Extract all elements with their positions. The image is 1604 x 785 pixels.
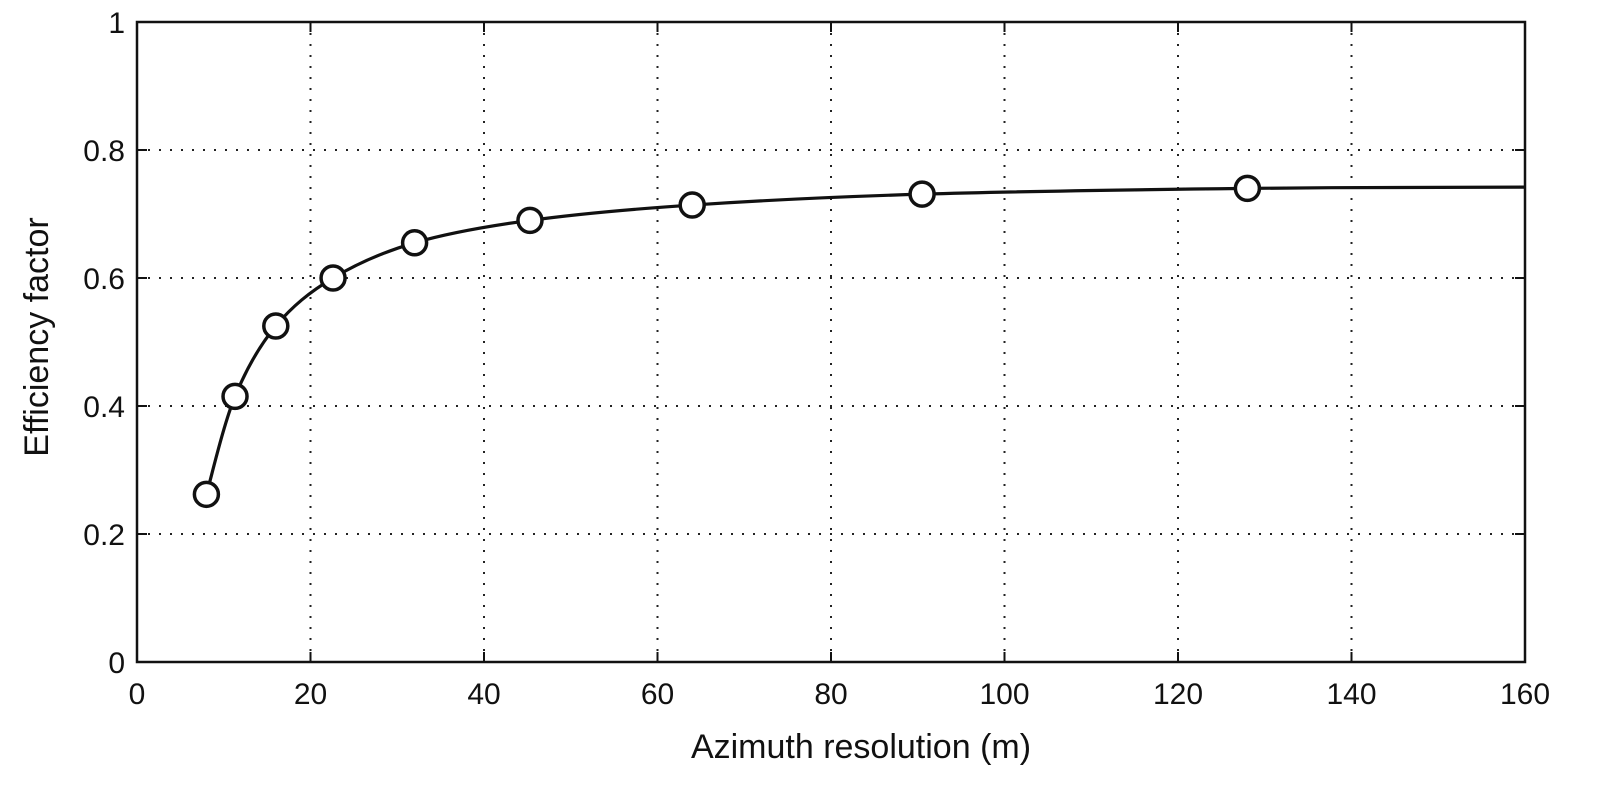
data-point-marker (262, 312, 290, 340)
y-tick-label: 0.2 (83, 519, 125, 552)
x-tick-label: 80 (814, 678, 847, 711)
y-axis-label: Efficiency factor (18, 217, 56, 456)
data-point-marker (319, 264, 347, 292)
series-line (204, 185, 1526, 495)
data-point-marker (678, 191, 706, 219)
x-tick-label: 60 (641, 678, 674, 711)
x-tick-label: 20 (294, 678, 327, 711)
series-markers (192, 174, 1262, 509)
x-tick-label: 140 (1326, 678, 1376, 711)
ticks: 0 20 40 60 80 100 120 140 160 0 0.2 0.4 0.6 0.8 1 (83, 7, 1550, 711)
data-point-marker (1233, 174, 1262, 203)
x-tick-label: 100 (979, 678, 1029, 711)
grid (137, 22, 1525, 662)
data-point-marker (516, 206, 544, 235)
data-point-marker (908, 180, 936, 208)
y-tick-label: 0.8 (83, 135, 125, 168)
y-tick-label: 0 (108, 647, 125, 680)
x-tick-label: 160 (1500, 678, 1550, 711)
x-tick-label: 0 (129, 678, 146, 711)
x-axis-label: Azimuth resolution (m) (691, 728, 1031, 766)
y-tick-label: 0.6 (83, 263, 125, 296)
data-point-marker (221, 382, 249, 411)
data-point-marker (400, 229, 429, 257)
y-tick-label: 0.4 (83, 391, 125, 424)
data-point-marker (192, 480, 221, 509)
y-tick-label: 1 (108, 7, 125, 40)
x-tick-label: 120 (1153, 678, 1203, 711)
x-tick-label: 40 (467, 678, 500, 711)
